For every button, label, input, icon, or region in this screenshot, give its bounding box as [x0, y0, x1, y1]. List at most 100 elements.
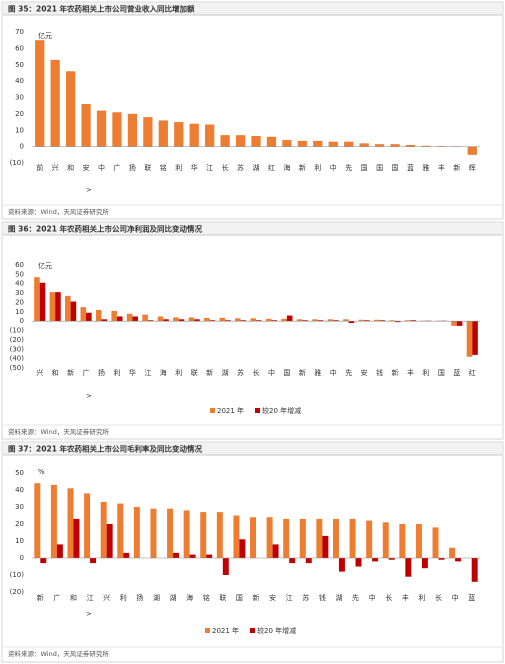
- x-tick-label: 兴: [103, 593, 110, 602]
- unit-label: 亿元: [38, 261, 52, 270]
- bar: [174, 122, 184, 147]
- source-note: 资料来源：Wind，天风证券研究所: [8, 649, 109, 658]
- bar: [163, 319, 169, 322]
- x-tick-label: 扬: [98, 368, 105, 377]
- bar: [421, 558, 428, 569]
- bar: [343, 319, 349, 322]
- y-tick-label: 30: [15, 94, 24, 102]
- bar: [266, 517, 273, 558]
- bar: [372, 558, 379, 562]
- bar: [126, 313, 133, 322]
- y-tick-label: (40): [10, 355, 25, 363]
- x-tick-label: 丰: [438, 163, 445, 172]
- bar: [111, 310, 117, 322]
- x-tick-label: 利: [314, 163, 321, 172]
- bar: [467, 146, 477, 155]
- bar: [374, 319, 380, 322]
- bar: [256, 320, 262, 322]
- bar: [432, 527, 439, 558]
- x-tick-label: 联: [144, 163, 151, 172]
- bar: [359, 143, 369, 147]
- x-tick-label: 江: [87, 594, 94, 602]
- panel-border: [1, 221, 504, 440]
- y-tick-label: 50: [15, 469, 24, 477]
- x-tick-label: 新: [392, 368, 399, 377]
- x-tick-label: 新: [299, 368, 306, 377]
- bar: [209, 320, 216, 322]
- x-tick-label: 长: [435, 593, 442, 602]
- bar: [348, 321, 355, 324]
- legend-swatch: [205, 628, 210, 633]
- bar: [112, 112, 122, 147]
- annotation: >: [86, 610, 92, 618]
- bar: [50, 484, 57, 558]
- x-tick-label: 中: [98, 163, 105, 172]
- bar: [188, 317, 195, 322]
- bar: [101, 319, 108, 322]
- bar: [266, 136, 277, 147]
- bar: [466, 321, 473, 357]
- x-tick-label: 湖: [153, 593, 160, 602]
- x-tick-label: 安: [361, 368, 368, 377]
- x-tick-label: 江: [286, 594, 293, 602]
- bar: [327, 319, 334, 322]
- chart-title: 图 37：2021 年农药相关上市公司毛利率及同比变动情况: [8, 444, 203, 454]
- x-tick-label: 辉: [469, 164, 476, 172]
- y-tick-label: 40: [15, 77, 24, 85]
- y-tick-label: 20: [15, 110, 24, 118]
- bar: [316, 518, 323, 558]
- bar: [271, 320, 278, 322]
- bar: [282, 140, 292, 147]
- x-tick-label: 钱: [376, 368, 383, 377]
- x-tick-label: 苏: [237, 368, 244, 377]
- bar: [222, 558, 229, 575]
- bar: [150, 508, 157, 558]
- x-tick-label: 长: [253, 368, 260, 377]
- x-tick-label: 联: [219, 593, 226, 602]
- bar: [116, 316, 123, 322]
- bar: [90, 558, 97, 564]
- bar: [56, 544, 63, 558]
- x-tick-label: 湖: [335, 593, 342, 602]
- bar: [366, 520, 373, 558]
- x-tick-label: 广: [113, 163, 120, 172]
- y-tick-label: 20: [15, 298, 24, 306]
- bar: [455, 558, 462, 562]
- bar: [143, 117, 153, 147]
- panel-border: [1, 441, 504, 663]
- bar: [100, 501, 107, 558]
- bar: [96, 110, 107, 147]
- x-tick-label: 新: [37, 593, 44, 602]
- bar: [49, 292, 56, 322]
- legend-label: 2021 年: [217, 406, 244, 415]
- bar: [194, 319, 200, 322]
- y-tick-label: 10: [15, 537, 24, 545]
- chart-title: 图 36：2021 年农药相关上市公司净利润及同比变动情况: [8, 224, 203, 234]
- x-tick-label: 丰: [402, 593, 409, 602]
- bar: [34, 277, 40, 322]
- x-tick-label: 中: [330, 163, 337, 172]
- legend-label: 2021 年: [212, 626, 239, 635]
- x-tick-label: 新: [67, 368, 74, 377]
- x-tick-label: 海: [186, 593, 193, 602]
- x-tick-label: 广: [83, 368, 90, 377]
- bar: [67, 488, 74, 558]
- bar: [404, 320, 411, 322]
- bar: [157, 316, 164, 322]
- y-tick-label: 70: [15, 28, 24, 36]
- bar: [123, 552, 130, 558]
- chart-title: 图 35：2021 年农药相关上市公司营业收入同比增加额: [8, 4, 195, 14]
- legend-label: 较20 年增减: [257, 626, 296, 635]
- bar: [322, 535, 329, 558]
- x-tick-label: 铭: [203, 593, 210, 602]
- legend-swatch: [210, 408, 215, 413]
- bar: [281, 318, 287, 322]
- bar: [65, 295, 71, 322]
- x-tick-label: 安: [83, 163, 90, 172]
- bar: [251, 135, 261, 147]
- x-tick-label: 湖: [170, 593, 177, 602]
- bar: [272, 544, 279, 558]
- x-tick-label: 先: [345, 163, 352, 172]
- bar: [296, 319, 303, 322]
